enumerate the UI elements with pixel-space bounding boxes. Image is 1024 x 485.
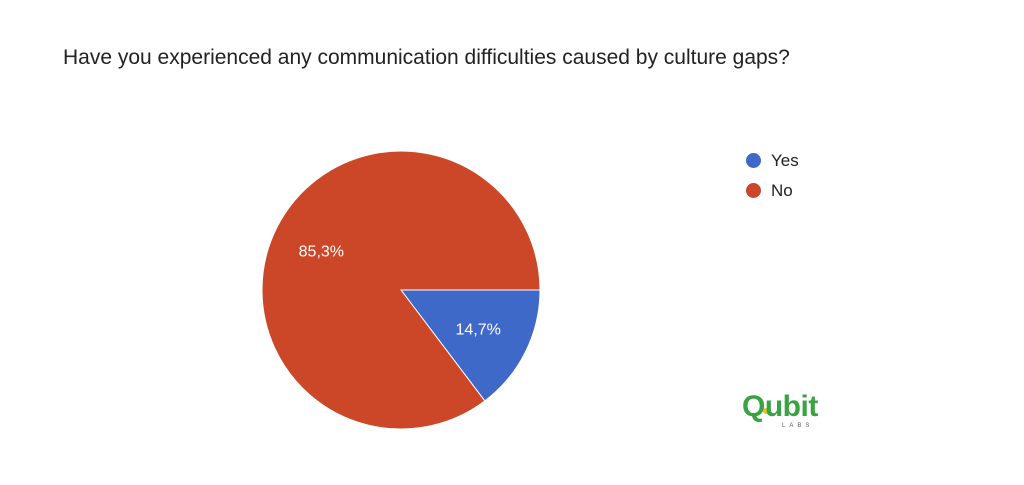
logo-accent-dot bbox=[763, 408, 769, 414]
legend-label-yes: Yes bbox=[771, 150, 799, 170]
legend: Yes No bbox=[746, 150, 799, 210]
logo-subtext: LABS bbox=[782, 423, 814, 429]
legend-label-no: No bbox=[771, 180, 793, 200]
legend-swatch-no bbox=[746, 183, 761, 198]
legend-item-yes: Yes bbox=[746, 150, 799, 171]
pie-label-yes: 14,7% bbox=[455, 321, 500, 338]
pie-label-no: 85,3% bbox=[299, 243, 344, 260]
pie-slice-no bbox=[261, 150, 541, 430]
legend-swatch-yes bbox=[746, 153, 761, 168]
pie-slice-yes bbox=[399, 289, 541, 402]
qubit-labs-logo: Qubit LABS bbox=[742, 392, 842, 434]
logo-wordmark: Qubit bbox=[742, 390, 818, 423]
chart-title: Have you experienced any communication d… bbox=[63, 46, 790, 69]
legend-item-no: No bbox=[746, 180, 799, 201]
